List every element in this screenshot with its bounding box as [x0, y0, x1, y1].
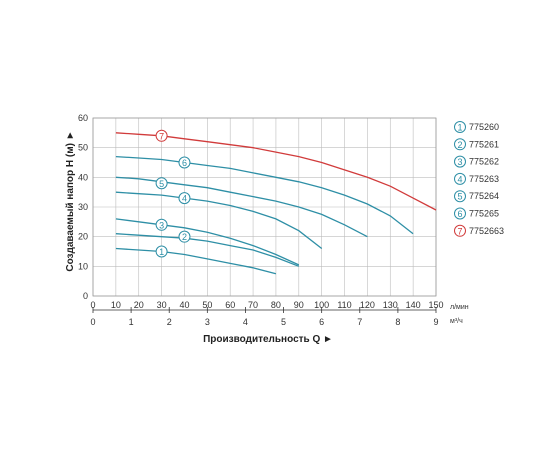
x-tick-label: 130 — [383, 300, 398, 310]
legend-badge-label: 2 — [457, 140, 462, 150]
x2-tick-label: 2 — [167, 317, 172, 327]
legend-badge-3 — [454, 155, 466, 168]
legend: 1 775260 2 775261 3 775262 4 775263 5 775264 6 7752… — [454, 121, 504, 237]
x2-tick-label: 3 — [205, 317, 210, 327]
y-tick-label: 20 — [78, 232, 88, 242]
grid — [92, 117, 437, 297]
y-tick-label: 30 — [78, 202, 88, 212]
x-tick-label: 70 — [248, 300, 258, 310]
y-tick-label: 50 — [78, 143, 88, 153]
curve-badge-5 — [155, 177, 168, 190]
legend-badge-label: 3 — [457, 157, 462, 167]
legend-badge-5 — [454, 190, 466, 203]
legend-entry-775264: 775264 — [469, 191, 499, 201]
x2-tick-label: 4 — [243, 317, 248, 327]
curve-badge-label: 7 — [159, 131, 164, 141]
curve-badge-label: 5 — [159, 179, 164, 189]
x-axis-unit-primary: л/мин — [450, 304, 469, 311]
curve-badge-label: 4 — [182, 194, 187, 204]
x-tick-label: 110 — [337, 300, 351, 310]
legend-entry-775263: 775263 — [469, 174, 499, 184]
x2-tick-label: 8 — [395, 317, 400, 327]
axes: 0 10 20 30 40 50 60 70 80 90 100 110 120 130 140 150010… — [78, 113, 444, 327]
legend-entry-775262: 775262 — [469, 157, 499, 167]
x-tick-label: 0 — [90, 300, 95, 310]
x-tick-label: 90 — [294, 300, 304, 310]
curve-775261 — [115, 233, 300, 267]
curves: 1 2 3 4 5 6 7 — [115, 129, 437, 275]
curve-775260 — [115, 247, 277, 275]
x-tick-label: 20 — [134, 300, 144, 310]
y-tick-label: 60 — [78, 113, 88, 123]
x-tick-label: 50 — [202, 300, 212, 310]
curve-badge-label: 2 — [182, 232, 187, 242]
legend-badge-1 — [454, 121, 466, 133]
legend-badge-label: 7 — [457, 226, 462, 236]
curve-badge-7 — [155, 129, 168, 142]
x-tick-label: 40 — [179, 300, 189, 310]
x-tick-label: 10 — [111, 300, 121, 310]
x-axis-unit-secondary: м³/ч — [450, 318, 463, 325]
curve-7752663 — [115, 132, 437, 211]
x-tick-label: 140 — [406, 300, 421, 310]
x2-tick-label: 7 — [357, 317, 362, 327]
legend-entry-7752663: 7752663 — [469, 226, 504, 236]
x-axis-title: Производительность Q ► — [203, 334, 333, 345]
y-tick-label: 0 — [83, 291, 88, 301]
legend-entry-775261: 775261 — [469, 139, 499, 149]
legend-entry-775265: 775265 — [469, 209, 499, 219]
curve-badge-3 — [155, 218, 168, 231]
curve-badge-4 — [178, 192, 191, 205]
x2-tick-label: 0 — [90, 317, 95, 327]
y-tick-label: 40 — [78, 172, 88, 182]
legend-entry-775260: 775260 — [469, 122, 499, 132]
x-tick-label: 30 — [157, 300, 167, 310]
x-tick-label: 100 — [314, 300, 329, 310]
curve-badge-label: 6 — [182, 158, 187, 168]
legend-badge-7 — [454, 224, 466, 237]
curve-badge-label: 1 — [159, 247, 164, 257]
plot-frame — [92, 117, 437, 297]
curve-badge-label: 3 — [159, 220, 164, 230]
legend-badge-label: 6 — [457, 209, 462, 219]
curve-badge-2 — [178, 230, 191, 243]
curve-775265 — [115, 155, 414, 235]
legend-badge-4 — [454, 172, 466, 185]
legend-badge-label: 5 — [457, 192, 462, 202]
x2-tick-label: 1 — [129, 317, 134, 327]
x2-tick-label: 6 — [319, 317, 324, 327]
curve-badge-1 — [155, 245, 168, 258]
x-tick-label: 80 — [271, 300, 281, 310]
legend-badge-2 — [454, 138, 466, 151]
x2-tick-label: 5 — [281, 317, 286, 327]
x-tick-label: 60 — [225, 300, 235, 310]
curve-badge-6 — [178, 156, 191, 169]
x-tick-label: 120 — [360, 300, 375, 310]
x-tick-label: 150 — [428, 300, 443, 310]
y-tick-label: 10 — [78, 261, 88, 271]
y-axis-title: Создаваемый напор Н (м) ► — [65, 130, 76, 271]
curve-775262 — [115, 218, 300, 266]
x2-tick-label: 9 — [433, 317, 438, 327]
legend-badge-6 — [454, 207, 466, 220]
curve-775263 — [115, 191, 323, 250]
legend-badge-label: 4 — [457, 174, 462, 184]
legend-badge-label: 1 — [457, 123, 462, 133]
